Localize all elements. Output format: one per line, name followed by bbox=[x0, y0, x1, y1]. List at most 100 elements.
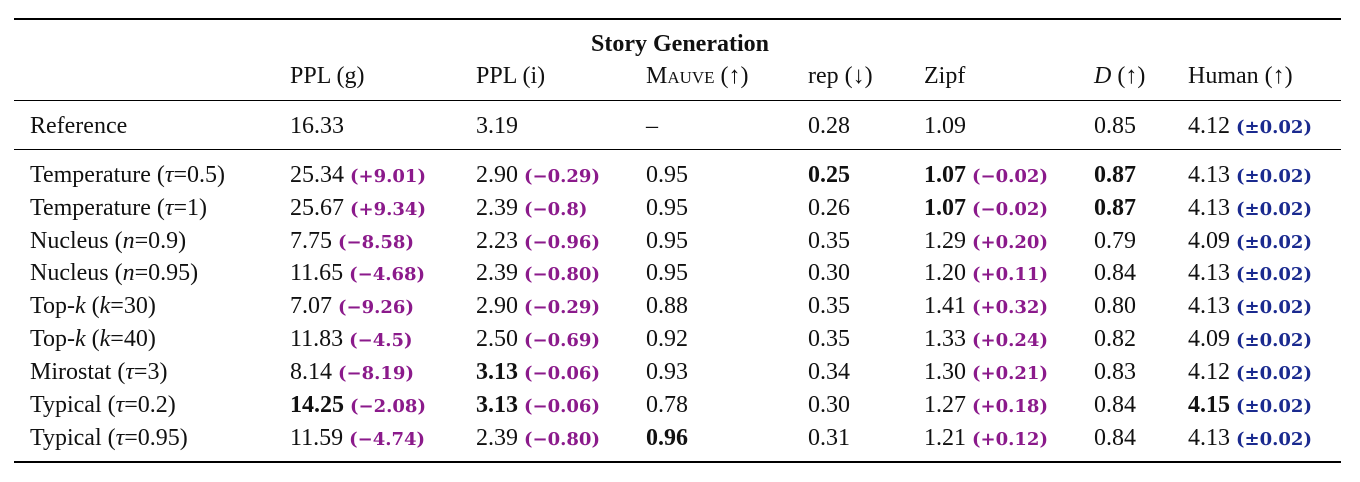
table-cell: 0.95 bbox=[646, 160, 688, 190]
cell-value: 0.95 bbox=[646, 228, 688, 254]
header-ppl-i: PPL (i) bbox=[476, 63, 546, 89]
cell-delta: (±0.02) bbox=[1236, 166, 1312, 187]
cell-value: 4.13 bbox=[1188, 162, 1230, 188]
cell-delta: (+0.20) bbox=[972, 232, 1048, 253]
reference-rule bbox=[14, 149, 1341, 150]
cell-delta: (−9.26) bbox=[338, 297, 414, 318]
cell-value: 4.13 bbox=[1188, 260, 1230, 286]
cell-value: 0.95 bbox=[646, 162, 688, 188]
header-mauve: Mauve (↑) bbox=[646, 63, 749, 89]
cell-value: 0.87 bbox=[1094, 162, 1136, 188]
table-cell: 0.93 bbox=[646, 357, 688, 387]
cell-value: 4.12 bbox=[1188, 359, 1230, 385]
cell-value: 0.25 bbox=[808, 162, 850, 188]
table-cell: 0.92 bbox=[646, 324, 688, 354]
cell-value: 1.41 bbox=[924, 293, 966, 319]
cell-delta: (+9.01) bbox=[350, 166, 426, 187]
cell-value: 0.84 bbox=[1094, 392, 1136, 418]
cell-value: 0.31 bbox=[808, 425, 850, 451]
cell-delta: (±0.02) bbox=[1236, 117, 1312, 138]
table-cell: 1.07 (−0.02) bbox=[924, 160, 1048, 192]
var-n: n bbox=[122, 260, 135, 286]
table-cell: 0.26 bbox=[808, 193, 850, 223]
table-cell: 2.50 (−0.69) bbox=[476, 324, 600, 356]
cell-value: – bbox=[646, 113, 658, 139]
cell-value: 2.90 bbox=[476, 293, 518, 319]
table-cell: 0.30 bbox=[808, 390, 850, 420]
table-cell: 4.13 (±0.02) bbox=[1188, 423, 1312, 455]
header-rule bbox=[14, 100, 1341, 101]
cell-value: 0.82 bbox=[1094, 326, 1136, 352]
table-cell: 1.27 (+0.18) bbox=[924, 390, 1048, 422]
cell-value: 0.92 bbox=[646, 326, 688, 352]
cell-value: 3.13 bbox=[476, 359, 518, 385]
table-cell: 0.84 bbox=[1094, 258, 1136, 288]
cell-value: 0.26 bbox=[808, 195, 850, 221]
table-cell: 4.15 (±0.02) bbox=[1188, 390, 1312, 422]
cell-value: 1.21 bbox=[924, 425, 966, 451]
cell-value: 4.15 bbox=[1188, 392, 1230, 418]
cell-value: 16.33 bbox=[290, 113, 344, 139]
cell-delta: (±0.02) bbox=[1236, 264, 1312, 285]
table-cell: 4.13 (±0.02) bbox=[1188, 160, 1312, 192]
cell-delta: (−0.80) bbox=[524, 429, 600, 450]
cell-value: 8.14 bbox=[290, 359, 332, 385]
table-cell: 16.33 bbox=[290, 111, 344, 141]
cell-value: 1.33 bbox=[924, 326, 966, 352]
cell-value: 1.29 bbox=[924, 228, 966, 254]
cell-value: 2.39 bbox=[476, 195, 518, 221]
cell-value: 0.30 bbox=[808, 392, 850, 418]
cell-delta: (±0.02) bbox=[1236, 429, 1312, 450]
cell-value: 0.87 bbox=[1094, 195, 1136, 221]
table-cell: 0.95 bbox=[646, 193, 688, 223]
cell-value: 3.19 bbox=[476, 113, 518, 139]
cell-value: 0.96 bbox=[646, 425, 688, 451]
cell-delta: (+0.18) bbox=[972, 396, 1048, 417]
header-ppl-g: PPL (g) bbox=[290, 63, 365, 89]
cell-value: 2.90 bbox=[476, 162, 518, 188]
cell-value: 0.34 bbox=[808, 359, 850, 385]
cell-delta: (±0.02) bbox=[1236, 232, 1312, 253]
table-cell: 14.25 (−2.08) bbox=[290, 390, 426, 422]
bottom-rule bbox=[14, 461, 1341, 463]
cell-delta: (−0.29) bbox=[524, 297, 600, 318]
cell-value: 4.13 bbox=[1188, 425, 1230, 451]
table-cell: 0.35 bbox=[808, 324, 850, 354]
cell-value: 0.84 bbox=[1094, 425, 1136, 451]
table-cell: 1.20 (+0.11) bbox=[924, 258, 1048, 290]
table-cell: 0.95 bbox=[646, 226, 688, 256]
header-d: D (↑) bbox=[1094, 63, 1146, 89]
table-cell: 1.29 (+0.20) bbox=[924, 226, 1048, 258]
cell-value: 0.28 bbox=[808, 113, 850, 139]
table-cell: 0.79 bbox=[1094, 226, 1136, 256]
cell-delta: (−0.8) bbox=[524, 199, 588, 220]
cell-value: 1.09 bbox=[924, 113, 966, 139]
header-human: Human (↑) bbox=[1188, 63, 1293, 89]
table-cell: 2.39 (−0.8) bbox=[476, 193, 587, 225]
table-cell: 1.41 (+0.32) bbox=[924, 291, 1048, 323]
table-cell: 0.96 bbox=[646, 423, 688, 453]
table-cell: 0.83 bbox=[1094, 357, 1136, 387]
cell-value: 4.09 bbox=[1188, 326, 1230, 352]
cell-value: 4.12 bbox=[1188, 113, 1230, 139]
cell-delta: (±0.02) bbox=[1236, 199, 1312, 220]
row-label: Nucleus (n=0.9) bbox=[30, 228, 187, 254]
cell-delta: (±0.02) bbox=[1236, 297, 1312, 318]
cell-value: 4.13 bbox=[1188, 195, 1230, 221]
table-cell: 3.13 (−0.06) bbox=[476, 390, 600, 422]
table-cell: 0.31 bbox=[808, 423, 850, 453]
var-d: D bbox=[1094, 63, 1112, 89]
cell-delta: (−8.19) bbox=[338, 363, 414, 384]
cell-value: 0.35 bbox=[808, 293, 850, 319]
table-cell: 0.78 bbox=[646, 390, 688, 420]
header-rep: rep (↓) bbox=[808, 63, 873, 89]
cell-value: 0.30 bbox=[808, 260, 850, 286]
cell-value: 2.39 bbox=[476, 260, 518, 286]
row-label: Typical (τ=0.2) bbox=[30, 392, 176, 418]
row-label: Temperature (τ=1) bbox=[30, 195, 208, 221]
cell-value: 7.07 bbox=[290, 293, 332, 319]
cell-delta: (−0.02) bbox=[972, 199, 1048, 220]
cell-value: 0.95 bbox=[646, 195, 688, 221]
table-cell: 0.87 bbox=[1094, 193, 1136, 223]
cell-value: 0.95 bbox=[646, 260, 688, 286]
